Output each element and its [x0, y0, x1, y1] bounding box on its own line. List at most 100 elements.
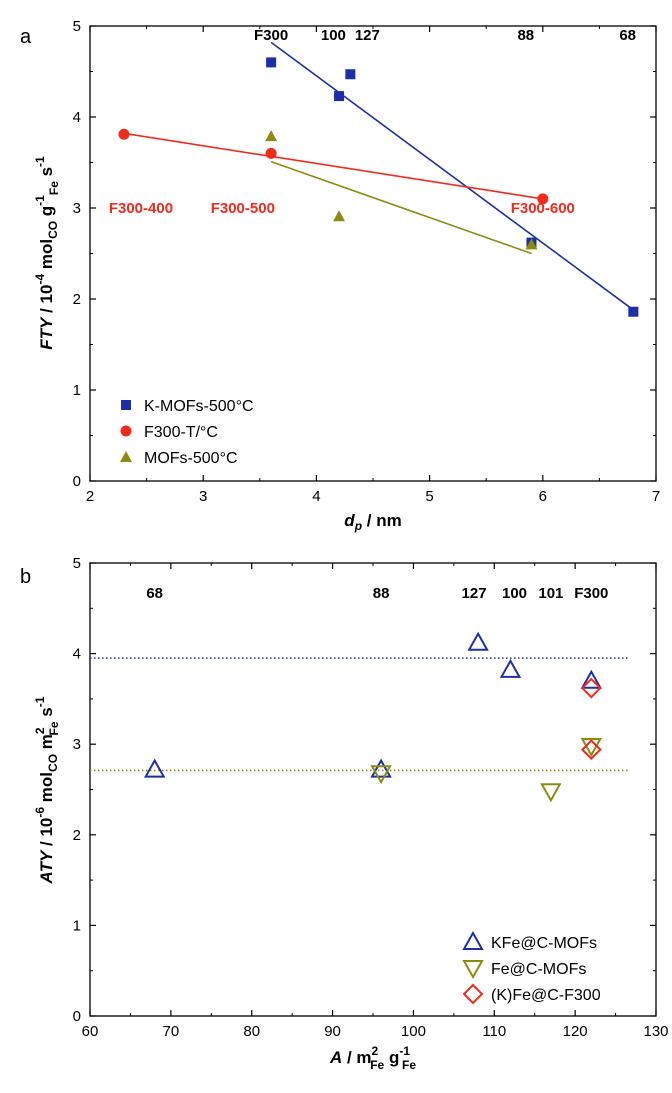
panel-b-xlabel-g: g	[384, 1048, 399, 1067]
data-point	[143, 758, 166, 778]
data-point	[370, 765, 392, 785]
y-tick-label: 2	[73, 827, 81, 844]
y-tick-label: 1	[73, 382, 81, 399]
panel-a-ylabel-exp: -4	[33, 274, 47, 285]
legend-label: (K)Fe@C-F300	[491, 987, 601, 1004]
x-tick-label: 90	[324, 1023, 341, 1040]
legend-marker	[120, 451, 132, 462]
annotation-label: F300-400	[109, 200, 173, 217]
panel-b-ylabel: ATY / 10-6 molCO m2Fe s-1	[33, 696, 61, 884]
panel-a-ylabel-molsub: CO	[46, 221, 60, 239]
annotation-label: 127	[462, 585, 487, 602]
data-point	[265, 130, 278, 142]
data-point	[580, 738, 603, 758]
y-tick-label: 5	[73, 18, 81, 35]
x-tick-label: 4	[312, 488, 320, 505]
data-point	[118, 128, 130, 140]
data-point	[580, 669, 603, 689]
panel-a-ylabel: FTY / 10-4 molCO g-1Fe s-1	[33, 156, 61, 350]
data-point	[537, 193, 549, 205]
panel-a-xlabel-sub: p	[354, 519, 362, 533]
panel-b-points	[143, 631, 603, 803]
annotation-label: F300-600	[511, 200, 575, 217]
fit-line	[270, 160, 532, 255]
y-tick-label: 1	[73, 917, 81, 934]
legend-label: F300-T/°C	[144, 424, 218, 441]
panel-b-ylabel-msub: Fe	[47, 721, 61, 735]
legend-marker	[462, 960, 484, 980]
x-tick-label: 110	[482, 1023, 506, 1040]
panel-b-ticks: 60 70 80 90 100 110 120 130 0 1 2 3 4 5	[73, 555, 669, 1040]
legend-label: Fe@C-MOFs	[491, 961, 586, 978]
fit-line	[123, 132, 543, 200]
data-point	[525, 238, 538, 250]
legend-label: MOFs-500°C	[144, 450, 238, 467]
data-point	[580, 677, 602, 699]
panel-a-ylabel-s: s	[37, 167, 56, 181]
panel-b-ylabel-s: s	[37, 707, 56, 721]
annotation-label: 100	[321, 27, 346, 44]
legend-marker	[121, 400, 131, 410]
legend-marker	[120, 425, 132, 437]
x-tick-label: 3	[199, 488, 207, 505]
x-tick-label: 70	[163, 1023, 180, 1040]
panel-b-ylabel-sep: / 10	[37, 818, 56, 851]
data-point	[628, 306, 639, 317]
data-point	[499, 658, 522, 678]
data-point	[467, 631, 489, 651]
panel-a-xlabel-rest: / nm	[362, 511, 402, 530]
panel-a-ylabel-sep: / 10	[37, 285, 56, 318]
panel-b-xlabel: A / m2 Fe g-1 Fe	[329, 1044, 416, 1072]
data-point	[370, 758, 392, 778]
y-tick-label: 0	[73, 1008, 81, 1025]
panel-a-ylabel-g: g	[37, 206, 56, 221]
legend-marker	[462, 930, 484, 950]
panel-a-xlabel: dp / nm	[344, 511, 401, 533]
annotation-label: 88	[517, 27, 534, 44]
panel-b-legend: KFe@C-MOFs Fe@C-MOFs (K)Fe@C-F300	[462, 930, 601, 1005]
panel-b-xlabel-sep: / m	[342, 1048, 371, 1067]
panel-b-ylabel-mexp: 2	[33, 727, 47, 734]
x-tick-label: 100	[401, 1023, 426, 1040]
x-tick-label: 2	[86, 488, 94, 505]
panel-b-ylabel-main: ATY	[37, 849, 56, 884]
legend-label: KFe@C-MOFs	[491, 935, 597, 952]
x-tick-label: 5	[425, 488, 433, 505]
data-point	[266, 57, 277, 68]
y-tick-label: 4	[73, 109, 81, 126]
y-tick-label: 0	[73, 473, 81, 490]
x-tick-label: 120	[563, 1023, 588, 1040]
annotation-label: 101	[538, 585, 563, 602]
panel-b-xlabel-gsub: Fe	[402, 1058, 416, 1072]
panel-b: b 60 70 80 90 100 110 120 130 0 1 2 3 4 5 68 88 127 100 1…	[20, 555, 669, 1072]
data-point	[265, 147, 277, 159]
x-tick-label: 80	[243, 1023, 260, 1040]
panel-b-reference-lines	[90, 657, 628, 772]
panel-b-ylabel-exp: -6	[33, 807, 47, 818]
panel-b-xlabel-exp: 2	[372, 1044, 379, 1058]
panel-a-annotations: F300 100 127 88 68 F300-400 F300-500 F300-600	[109, 27, 636, 217]
x-tick-label: 7	[652, 488, 660, 505]
annotation-label: 68	[146, 585, 163, 602]
annotation-label: 127	[355, 27, 380, 44]
y-tick-label: 2	[73, 291, 81, 308]
y-tick-label: 4	[73, 646, 81, 663]
y-tick-label: 3	[73, 736, 81, 753]
legend-label: K-MOFs-500°C	[144, 398, 254, 415]
x-tick-label: 60	[82, 1023, 99, 1040]
panel-b-ylabel-mol: mol	[37, 772, 56, 807]
panel-a-points	[118, 57, 639, 317]
annotation-label: 100	[502, 585, 527, 602]
panel-a-ticks: 2 3 4 5 6 7 0 1 2 3 4 5	[73, 18, 661, 505]
annotation-label: F300	[254, 27, 288, 44]
panel-a-legend: K-MOFs-500°C F300-T/°C MOFs-500°C	[120, 398, 254, 467]
panel-a-xlabel-main: d	[344, 511, 355, 530]
panel-a-ylabel-main: FTY	[37, 316, 56, 350]
panel-b-ylabel-m: m	[37, 734, 56, 754]
panel-b-ylabel-molsub: CO	[46, 754, 60, 772]
x-tick-label: 6	[539, 488, 547, 505]
annotation-label: F300	[574, 585, 608, 602]
data-point	[580, 739, 602, 761]
panel-b-xlabel-sub: Fe	[370, 1058, 384, 1072]
panel-b-letter: b	[20, 566, 31, 588]
